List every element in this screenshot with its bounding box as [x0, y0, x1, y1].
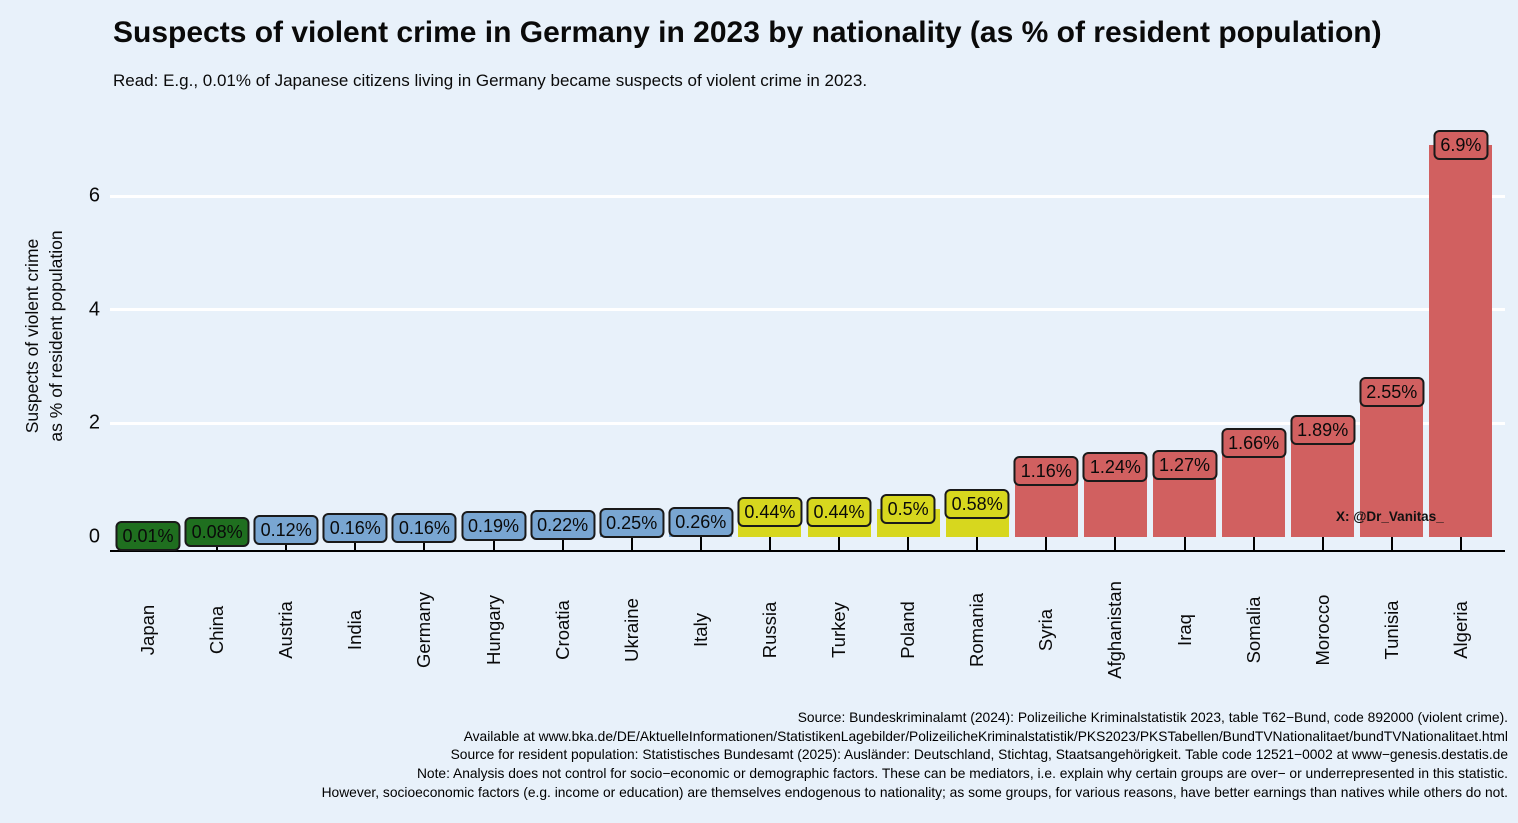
x-tick [1045, 537, 1048, 551]
source-notes: Source: Bundeskriminalamt (2024): Polize… [0, 709, 1508, 803]
x-tick [423, 537, 426, 551]
x-tick [630, 537, 633, 551]
value-label: 6.9% [1433, 130, 1489, 161]
note-line: Note: Analysis does not control for soci… [416, 766, 1508, 782]
country-label: Iraq [1173, 614, 1195, 646]
x-tick [492, 537, 495, 551]
x-tick [1183, 537, 1186, 551]
page-title: Suspects of violent crime in Germany in … [113, 16, 1382, 49]
x-tick [1114, 537, 1117, 551]
country-label: Japan [137, 604, 158, 656]
value-label: 2.55% [1359, 377, 1425, 408]
value-label: 0.08% [184, 517, 250, 548]
country-label: Algeria [1449, 601, 1471, 659]
country-label: Germany [413, 591, 435, 669]
country-label: Romania [966, 592, 988, 668]
country-label: Ukraine [620, 598, 642, 662]
grid-line [110, 308, 1505, 312]
watermark: X: @Dr_Vanitas_ [1336, 509, 1444, 524]
bar [1291, 429, 1355, 537]
country-label: Morocco [1311, 594, 1333, 666]
bar [1429, 145, 1493, 537]
x-tick [1459, 537, 1462, 551]
grid-line [110, 421, 1505, 425]
value-label: 0.22% [530, 509, 596, 540]
y-tick-label: 2 [88, 411, 100, 434]
chart-subtitle: Read: E.g., 0.01% of Japanese citizens l… [113, 71, 868, 90]
country-label: Syria [1035, 608, 1057, 652]
x-tick [976, 537, 979, 551]
x-tick [1321, 537, 1324, 551]
value-label: 0.5% [880, 493, 936, 524]
bar [1222, 442, 1286, 537]
x-tick [561, 537, 564, 551]
x-axis-line [110, 550, 1505, 552]
country-label: China [206, 605, 228, 655]
grid-line [110, 194, 1505, 198]
y-axis-label: Suspects of violent crime as % of reside… [20, 230, 68, 441]
x-tick [1252, 537, 1255, 551]
value-label: 1.89% [1290, 414, 1356, 445]
source-line: Available at www.bka.de/DE/AktuelleInfor… [463, 728, 1508, 744]
country-label: Somalia [1242, 596, 1264, 664]
y-tick-label: 0 [88, 525, 100, 548]
source-line: Source: Bundeskriminalamt (2024): Polize… [797, 710, 1508, 725]
source-line: Source for resident population: Statisti… [450, 747, 1508, 763]
y-axis-label-line1: Suspects of violent crime [22, 238, 42, 434]
country-label: Croatia [551, 600, 573, 660]
value-label: 0.26% [668, 507, 734, 538]
value-label: 0.44% [737, 497, 803, 527]
y-tick-label: 4 [88, 298, 100, 321]
country-label: Austria [275, 601, 297, 659]
x-tick [838, 537, 840, 551]
value-label: 0.16% [391, 512, 457, 543]
note-line: However, socioeconomic factors (e.g. inc… [321, 784, 1508, 800]
value-label: 0.01% [115, 521, 181, 551]
x-tick [907, 537, 910, 551]
country-label: India [344, 609, 366, 651]
y-axis-label-line2: as % of resident population [46, 230, 66, 442]
country-label: Tunisia [1380, 600, 1402, 660]
value-label: 0.19% [460, 511, 527, 542]
country-label: Russia [758, 601, 780, 659]
value-label: 0.58% [944, 489, 1010, 520]
country-label: Poland [897, 601, 919, 659]
bar [1360, 392, 1424, 537]
value-label: 1.16% [1013, 456, 1079, 487]
value-label: 0.44% [806, 497, 872, 527]
x-tick [354, 537, 357, 551]
value-label: 0.12% [253, 515, 319, 546]
x-tick [1390, 537, 1393, 551]
country-label: Hungary [482, 595, 504, 665]
x-tick [768, 537, 771, 551]
country-label: Italy [689, 613, 711, 647]
value-label: 1.24% [1082, 451, 1148, 482]
value-label: 0.25% [599, 507, 665, 538]
country-label: Turkey [828, 602, 849, 658]
value-label: 1.27% [1151, 449, 1218, 480]
value-label: 1.66% [1221, 427, 1287, 458]
country-label: Afghanistan [1104, 581, 1126, 679]
y-tick-label: 6 [88, 184, 100, 207]
value-label: 0.16% [322, 512, 388, 543]
x-tick [699, 537, 702, 551]
